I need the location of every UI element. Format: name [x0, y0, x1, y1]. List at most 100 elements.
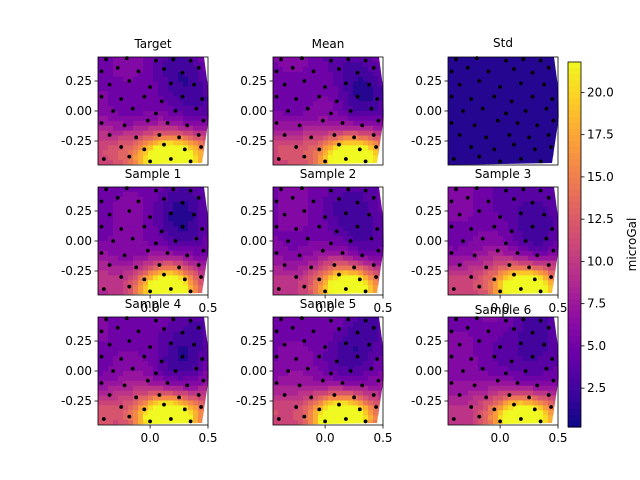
heatmap-cell — [543, 61, 549, 68]
station-point — [127, 414, 132, 419]
station-point — [477, 154, 482, 159]
heatmap-cell — [178, 275, 184, 281]
colorbar-segment — [568, 153, 581, 160]
heatmap-cell — [128, 150, 134, 156]
heatmap-cell — [338, 81, 344, 88]
heatmap-cells — [448, 317, 559, 425]
heatmap-cell — [128, 155, 134, 161]
heatmap-cell — [533, 380, 539, 387]
heatmap-cell — [143, 331, 149, 338]
heatmap-cell — [343, 395, 349, 402]
heatmap-cell — [533, 231, 539, 237]
heatmap-cell — [528, 395, 534, 402]
heatmap-cell — [278, 241, 284, 247]
heatmap-cell — [168, 361, 174, 367]
heatmap-cell — [543, 91, 549, 97]
heatmap-cell — [513, 260, 519, 267]
heatmap-cell — [158, 361, 164, 367]
heatmap-cell — [348, 270, 354, 276]
heatmap-cell — [368, 260, 374, 267]
heatmap-cell — [278, 380, 284, 387]
heatmap-cell — [448, 371, 454, 377]
heatmap-cell — [328, 280, 334, 286]
heatmap-cell — [338, 125, 344, 132]
heatmap-cell — [473, 336, 479, 343]
heatmap-cell — [178, 206, 184, 213]
heatmap-cell — [503, 120, 509, 127]
heatmap-cell — [503, 341, 509, 348]
heatmap-cell — [323, 331, 329, 338]
heatmap-cell — [188, 280, 194, 286]
heatmap-cell — [538, 270, 544, 276]
heatmap-cell — [358, 260, 364, 267]
heatmap-cell — [368, 265, 374, 272]
heatmap-cell — [158, 260, 164, 267]
heatmap-cell — [308, 145, 314, 151]
heatmap-cell — [173, 211, 179, 218]
heatmap-cell — [163, 91, 169, 97]
heatmap-cell — [133, 290, 139, 295]
heatmap-cell — [508, 380, 514, 387]
heatmap-cell — [338, 361, 344, 367]
heatmap-cell — [548, 101, 554, 107]
heatmap-cell — [463, 196, 469, 203]
heatmap-cell — [348, 96, 354, 102]
heatmap-cell — [288, 155, 294, 161]
heatmap-cell — [163, 160, 169, 165]
station-point — [107, 342, 112, 347]
heatmap-cell — [98, 145, 104, 151]
heatmap-cell — [478, 130, 484, 137]
heatmap-cell — [468, 265, 474, 272]
heatmap-cell — [523, 321, 529, 328]
heatmap-cell — [313, 206, 319, 213]
heatmap-cell — [363, 155, 369, 161]
heatmap-cell — [113, 201, 119, 208]
heatmap-cell — [103, 275, 109, 281]
station-point — [498, 85, 502, 89]
heatmap-cell — [373, 285, 379, 291]
heatmap-cell — [173, 101, 179, 107]
station-point — [521, 57, 526, 62]
heatmap-cell — [473, 211, 479, 218]
heatmap-cell — [508, 106, 514, 112]
heatmap-cell — [313, 201, 319, 208]
station-point — [162, 142, 166, 147]
heatmap-cell — [193, 111, 199, 117]
heatmap-cell — [333, 395, 339, 402]
heatmap-cell — [488, 375, 494, 382]
heatmap-cell — [328, 196, 334, 203]
heatmap-cell — [503, 405, 509, 411]
heatmap-cell — [158, 101, 164, 107]
heatmap-cell — [288, 130, 294, 137]
colorbar-segment — [568, 147, 581, 154]
heatmap-cell — [513, 270, 519, 276]
heatmap-cell — [123, 130, 129, 137]
station-point — [469, 227, 474, 231]
heatmap-cell — [363, 135, 369, 142]
heatmap-cell — [313, 356, 319, 362]
heatmap-cell — [358, 290, 364, 295]
station-point — [375, 357, 380, 361]
heatmap-cell — [343, 356, 349, 362]
heatmap-cell — [493, 145, 499, 151]
heatmap-cell — [353, 76, 359, 83]
heatmap-cell — [108, 76, 114, 83]
heatmap-cell — [343, 145, 349, 151]
heatmap-cell — [298, 187, 304, 193]
heatmap-cell — [283, 275, 289, 281]
heatmap-cell — [373, 395, 379, 402]
heatmap-cell — [543, 76, 549, 83]
heatmap-cell — [133, 115, 139, 122]
heatmap-cell — [148, 76, 154, 83]
heatmap-cell — [123, 66, 129, 73]
heatmap-cell — [448, 290, 454, 295]
heatmap-cell — [353, 265, 359, 272]
heatmap-cell — [128, 290, 134, 295]
heatmap-cell — [368, 285, 374, 291]
heatmap-cell — [273, 81, 279, 88]
heatmap-cell — [373, 420, 379, 425]
heatmap-cell — [478, 317, 484, 323]
heatmap-cell — [543, 380, 549, 387]
heatmap-cell — [168, 265, 174, 272]
heatmap-cell — [478, 211, 484, 218]
